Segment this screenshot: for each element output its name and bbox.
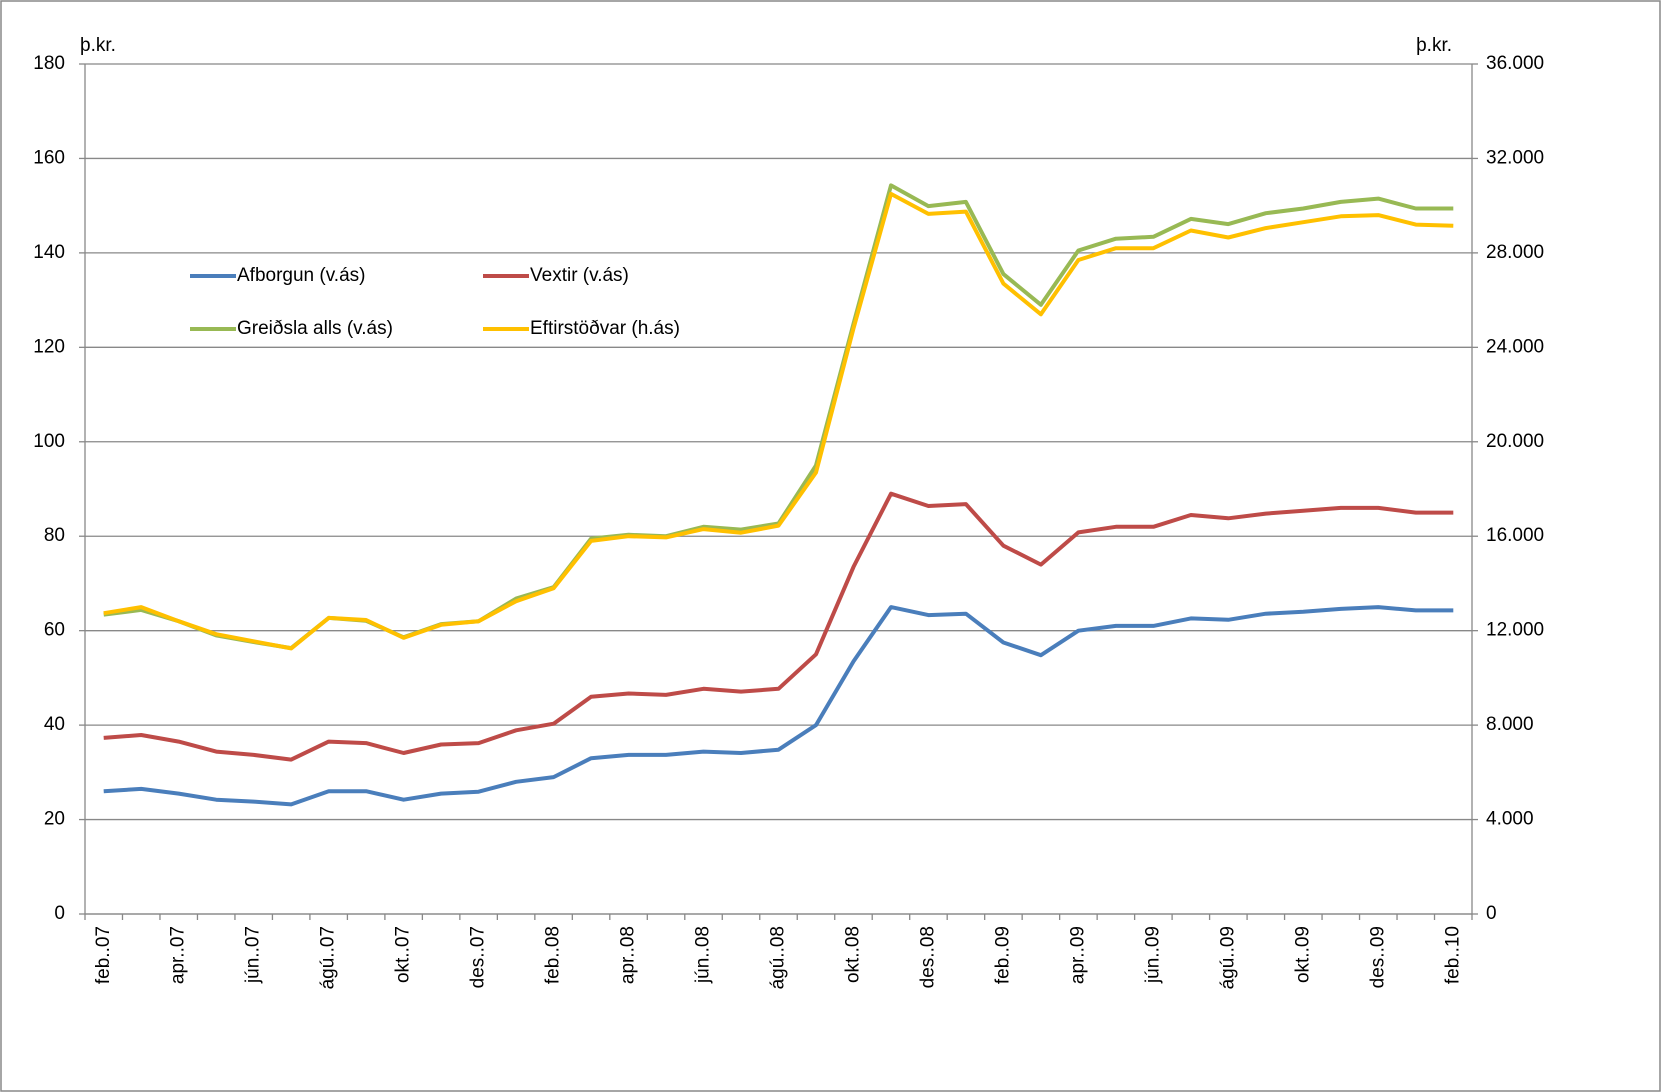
legend-label: Greiðsla alls (v.ás): [237, 318, 393, 339]
series-line: [103, 605, 1454, 807]
y-unit-label: þ.kr.: [80, 35, 116, 56]
y2-tick-label: 0: [1486, 903, 1497, 924]
x-tick-label: apr..07: [168, 926, 189, 984]
y-tick-label: 140: [33, 242, 65, 263]
x-tick-label: ágú..08: [768, 926, 789, 989]
legend-label: Eftirstöðvar (h.ás): [530, 318, 680, 339]
y2-tick-label: 24.000: [1486, 336, 1544, 357]
legend-label: Vextir (v.ás): [530, 265, 629, 286]
y2-tick-label: 36.000: [1486, 53, 1544, 74]
y2-tick-label: 12.000: [1486, 620, 1544, 641]
legend-label: Afborgun (v.ás): [237, 265, 365, 286]
y-tick-label: 80: [44, 525, 65, 546]
x-tick-label: okt..08: [842, 926, 863, 983]
x-tick-label: des..07: [468, 926, 489, 988]
y2-tick-label: 8.000: [1486, 714, 1534, 735]
x-tick-label: okt..09: [1292, 926, 1313, 983]
x-tick-label: jún..08: [693, 926, 714, 984]
x-tick-label: feb..07: [93, 926, 114, 984]
x-tick-label: feb..10: [1442, 926, 1463, 984]
y-tick-label: 180: [33, 53, 65, 74]
y2-tick-label: 20.000: [1486, 431, 1544, 452]
y-tick-label: 160: [33, 147, 65, 168]
x-tick-label: apr..09: [1067, 926, 1088, 984]
x-tick-label: jún..09: [1142, 926, 1163, 984]
x-tick-label: okt..07: [393, 926, 414, 983]
x-tick-label: ágú..07: [318, 926, 339, 989]
x-tick-label: des..08: [917, 926, 938, 988]
y-tick-label: 0: [54, 903, 65, 924]
y2-tick-label: 28.000: [1486, 242, 1544, 263]
x-tick-label: des..09: [1367, 926, 1388, 988]
x-tick-label: jún..07: [243, 926, 264, 984]
x-tick-label: feb..09: [992, 926, 1013, 984]
series-line: [103, 191, 1454, 651]
y-tick-label: 60: [44, 620, 65, 641]
y-tick-label: 120: [33, 336, 65, 357]
x-tick-label: ágú..09: [1217, 926, 1238, 989]
y2-unit-label: þ.kr.: [1416, 35, 1452, 56]
y2-tick-label: 4.000: [1486, 809, 1534, 830]
series-line: [103, 491, 1454, 762]
y-tick-label: 20: [44, 809, 65, 830]
y-tick-label: 100: [33, 431, 65, 452]
y2-tick-label: 32.000: [1486, 147, 1544, 168]
x-tick-label: apr..08: [618, 926, 639, 984]
y-tick-label: 40: [44, 714, 65, 735]
x-tick-label: feb..08: [543, 926, 564, 984]
y2-tick-label: 16.000: [1486, 525, 1544, 546]
